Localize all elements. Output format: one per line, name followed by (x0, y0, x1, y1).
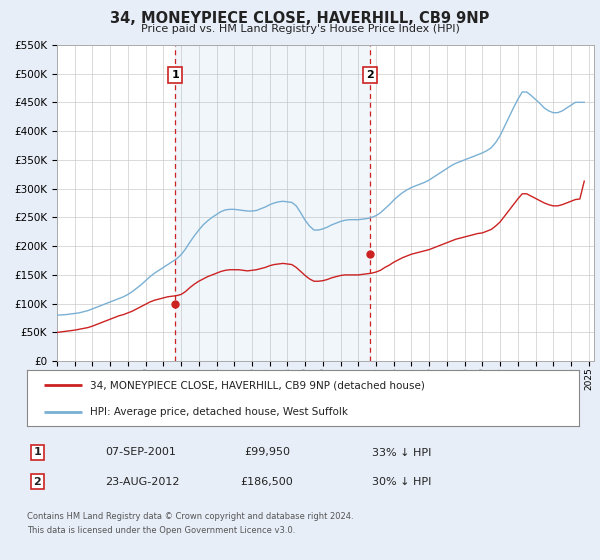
Text: Price paid vs. HM Land Registry's House Price Index (HPI): Price paid vs. HM Land Registry's House … (140, 24, 460, 34)
Text: 34, MONEYPIECE CLOSE, HAVERHILL, CB9 9NP (detached house): 34, MONEYPIECE CLOSE, HAVERHILL, CB9 9NP… (91, 380, 425, 390)
Text: HPI: Average price, detached house, West Suffolk: HPI: Average price, detached house, West… (91, 407, 349, 417)
Text: 1: 1 (34, 447, 41, 458)
Text: 2: 2 (366, 70, 374, 80)
Text: This data is licensed under the Open Government Licence v3.0.: This data is licensed under the Open Gov… (27, 526, 295, 535)
Text: 34, MONEYPIECE CLOSE, HAVERHILL, CB9 9NP: 34, MONEYPIECE CLOSE, HAVERHILL, CB9 9NP (110, 11, 490, 26)
Text: 2: 2 (34, 477, 41, 487)
Text: £186,500: £186,500 (241, 477, 293, 487)
Bar (175, 45, 370, 361)
Text: £99,950: £99,950 (244, 447, 290, 458)
Text: 30% ↓ HPI: 30% ↓ HPI (372, 477, 431, 487)
Text: 23-AUG-2012: 23-AUG-2012 (105, 477, 179, 487)
Text: 1: 1 (172, 70, 179, 80)
Text: 33% ↓ HPI: 33% ↓ HPI (372, 447, 431, 458)
Text: 07-SEP-2001: 07-SEP-2001 (105, 447, 176, 458)
Text: Contains HM Land Registry data © Crown copyright and database right 2024.: Contains HM Land Registry data © Crown c… (27, 512, 353, 521)
